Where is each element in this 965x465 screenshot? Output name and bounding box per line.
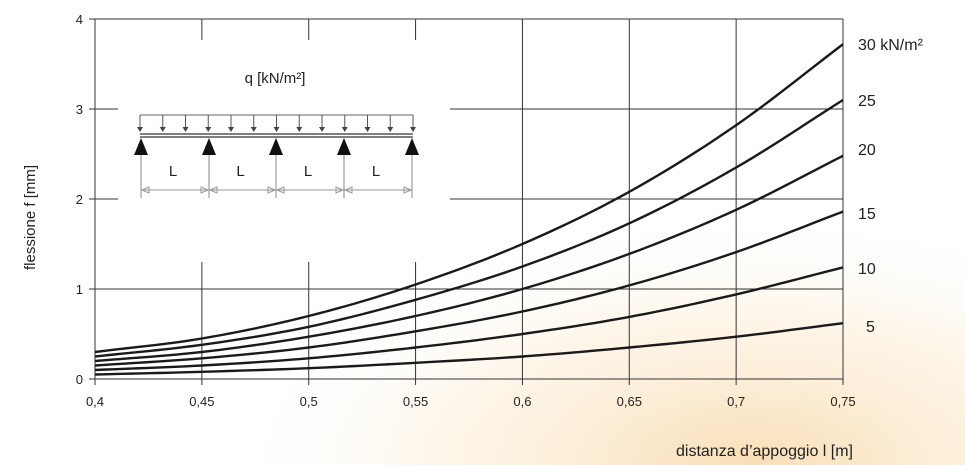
support-triangle (405, 138, 419, 155)
series-line (94, 322, 844, 376)
x-axis-label: distanza d’appoggio l [m] (676, 443, 853, 460)
span-label: L (372, 163, 380, 180)
x-tick-label: 0,65 (617, 394, 642, 409)
series-line (94, 266, 844, 372)
x-tick-label: 0,5 (300, 394, 318, 409)
span-label: L (304, 163, 312, 180)
load-arrowhead (159, 127, 166, 132)
dim-arrow-right (200, 186, 210, 194)
dim-arrow-right (403, 186, 413, 194)
series-label: 25 (858, 93, 876, 110)
load-arrowhead (387, 127, 394, 132)
x-tick-label: 0,4 (86, 394, 104, 409)
load-arrowhead (182, 127, 189, 132)
span-label: L (169, 163, 177, 180)
series-label: 5 (866, 319, 875, 336)
dim-arrow-right (267, 186, 277, 194)
load-arrowhead (205, 127, 212, 132)
load-arrowhead (364, 127, 371, 132)
support-triangle (337, 138, 351, 155)
series-group (94, 43, 844, 376)
span-label: L (236, 163, 244, 180)
load-arrowhead (410, 127, 416, 132)
y-tick-label: 2 (76, 192, 83, 207)
dim-arrow-left (275, 186, 285, 194)
inset-diagram: q [kN/m²] L L L L (118, 40, 450, 262)
load-arrowhead (250, 127, 257, 132)
load-arrowhead (296, 127, 303, 132)
x-tick-label: 0,6 (513, 394, 531, 409)
load-arrowhead (228, 127, 234, 132)
x-tick-label: 0,75 (830, 394, 855, 409)
series-line (94, 210, 844, 367)
ticks: 0,4 0,45 0,5 0,55 0,6 0,65 0,7 0,75 0 1 2 3 4 (76, 12, 856, 409)
inset-load-label: q [kN/m²] (245, 70, 306, 87)
dim-arrow-left (343, 186, 353, 194)
load-arrowhead (319, 127, 325, 132)
series-label: 15 (858, 206, 876, 223)
series-label: 20 (858, 142, 876, 159)
y-tick-label: 3 (76, 102, 83, 117)
series-line (94, 98, 844, 358)
series-label: 10 (858, 261, 876, 278)
support-triangle (202, 138, 216, 155)
x-tick-label: 0,45 (189, 394, 214, 409)
support-triangle (134, 138, 148, 155)
inset-background (118, 40, 450, 262)
y-tick-label: 4 (76, 12, 83, 27)
support-triangle (269, 138, 283, 155)
dim-arrow-left (140, 186, 150, 194)
series-labels: 30 kN/m² 25 20 15 10 5 (858, 37, 924, 336)
dim-arrow-left (208, 186, 218, 194)
load-arrowhead (273, 127, 280, 132)
y-tick-label: 1 (76, 282, 83, 297)
dim-arrow-right (335, 186, 345, 194)
load-arrowhead (137, 127, 143, 132)
series-label: 30 kN/m² (858, 37, 924, 54)
series-line (94, 154, 844, 363)
series-line (94, 43, 844, 354)
x-tick-label: 0,55 (403, 394, 428, 409)
load-arrowhead (341, 127, 348, 132)
y-tick-label: 0 (76, 372, 83, 387)
x-tick-label: 0,7 (727, 394, 745, 409)
